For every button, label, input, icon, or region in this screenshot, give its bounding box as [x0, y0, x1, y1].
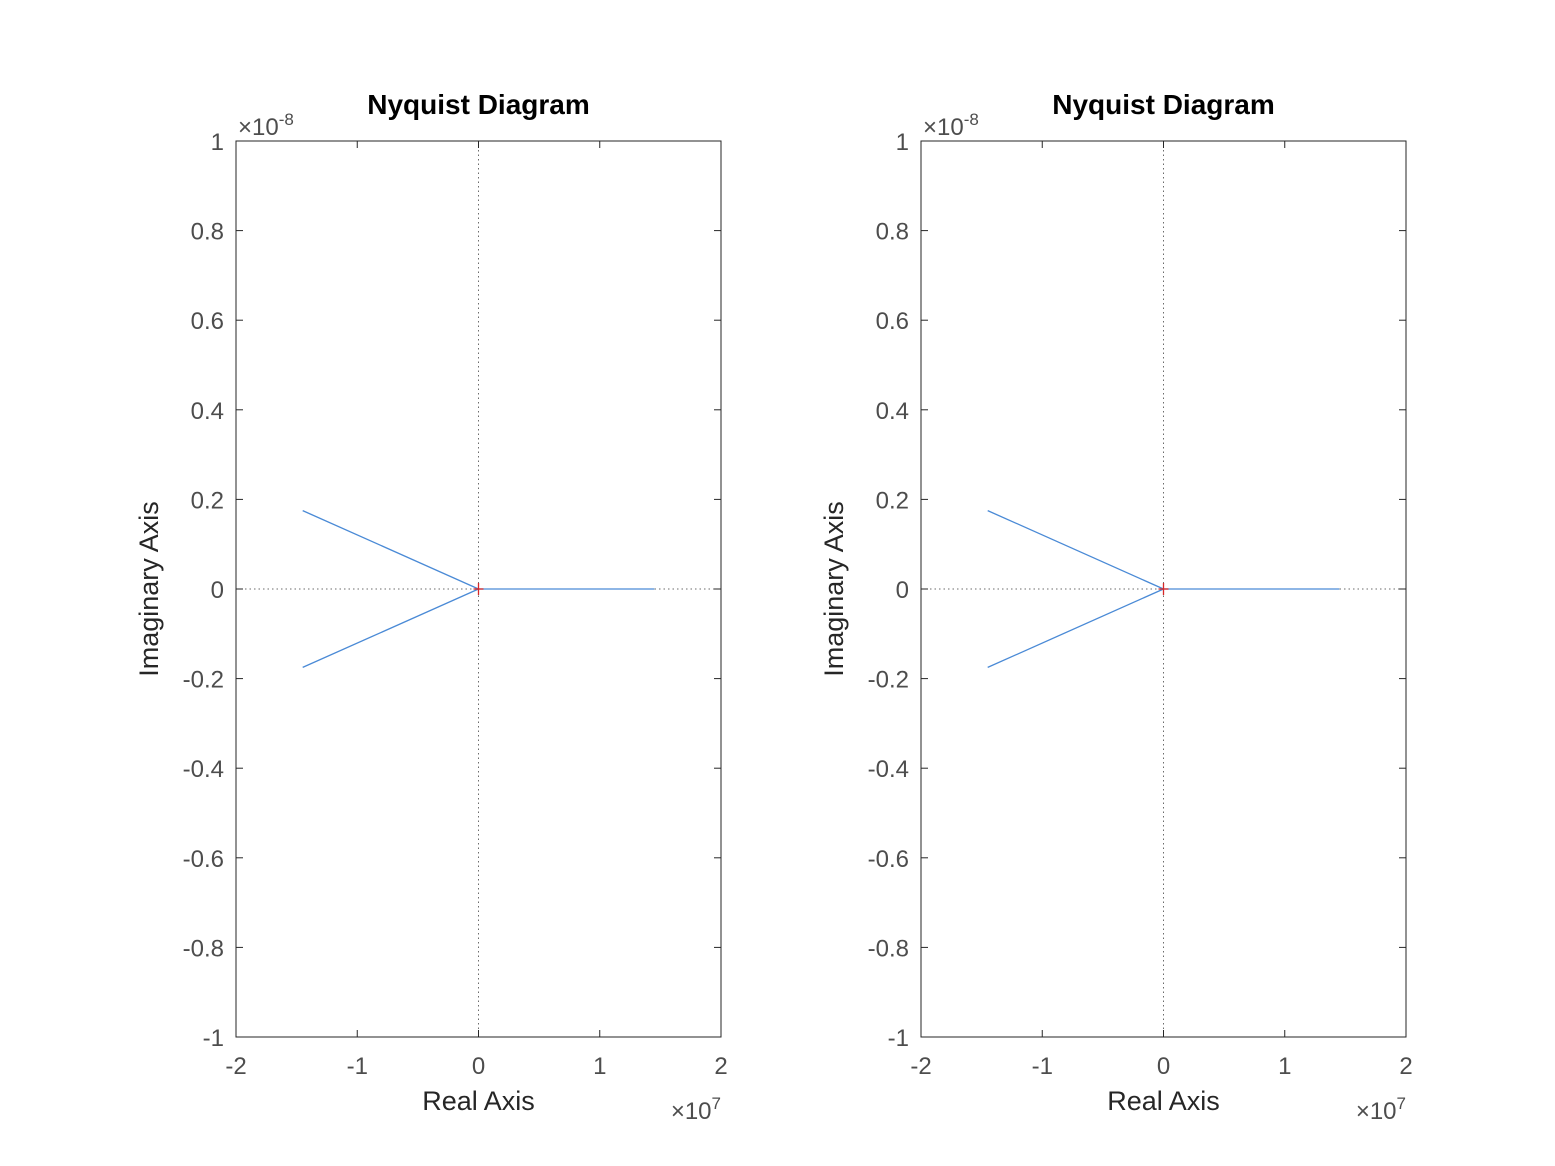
- chart-title: Nyquist Diagram: [367, 89, 590, 120]
- y-tick-label: -0.4: [183, 756, 224, 783]
- y-tick-label: -0.8: [183, 935, 224, 962]
- nyquist-series-line: [302, 510, 479, 590]
- y-tick-label: -0.6: [183, 846, 224, 873]
- nyquist-series-line: [987, 510, 1164, 590]
- subplot-2: -2 -1 0 1 2-1-0.8-0.6-0.4-0.200.20.40.60.81N…: [819, 89, 1413, 1125]
- y-exponent-label: ×10-8: [923, 110, 979, 141]
- y-tick-label: 0.6: [876, 308, 909, 335]
- y-tick-label: -0.2: [183, 667, 224, 694]
- x-tick-label: 1: [1278, 1053, 1291, 1080]
- y-tick-label: -0.2: [868, 667, 909, 694]
- y-tick-label: -1: [203, 1025, 224, 1052]
- x-tick-label: -2: [910, 1053, 931, 1080]
- y-tick-label: 0.4: [876, 398, 909, 425]
- y-tick-label: 1: [896, 129, 909, 156]
- x-exponent-label: ×107: [1356, 1094, 1406, 1125]
- y-axis-label: Imaginary Axis: [134, 501, 164, 677]
- x-axis-label: Real Axis: [422, 1086, 535, 1116]
- y-tick-label: -0.6: [868, 846, 909, 873]
- x-exponent-label: ×107: [671, 1094, 721, 1125]
- y-tick-label: 0.2: [876, 487, 909, 514]
- y-tick-label: 1: [211, 129, 224, 156]
- nyquist-series-line: [302, 588, 479, 668]
- x-tick-label: 0: [1157, 1053, 1170, 1080]
- x-exponent-power: 7: [712, 1094, 721, 1113]
- subplot-1: -2 -1 0 1 2-1-0.8-0.6-0.4-0.200.20.40.60.81N…: [134, 89, 728, 1125]
- y-axis-label: Imaginary Axis: [819, 501, 849, 677]
- y-tick-label: 0.8: [876, 219, 909, 246]
- y-tick-label: 0.6: [191, 308, 224, 335]
- x-tick-label: -1: [1032, 1053, 1053, 1080]
- y-exponent-power: -8: [964, 110, 979, 129]
- y-tick-label: 0.2: [191, 487, 224, 514]
- critical-point-marker: [473, 583, 484, 595]
- x-tick-label: -1: [347, 1053, 368, 1080]
- x-tick-label: 2: [714, 1053, 727, 1080]
- y-tick-label: 0.4: [191, 398, 224, 425]
- x-tick-label: 1: [593, 1053, 606, 1080]
- y-tick-label: -0.8: [868, 935, 909, 962]
- x-tick-label: 2: [1399, 1053, 1412, 1080]
- nyquist-series-line: [987, 588, 1164, 668]
- y-exponent-label: ×10-8: [238, 110, 294, 141]
- y-tick-label: 0.8: [191, 219, 224, 246]
- y-exponent-power: -8: [279, 110, 294, 129]
- x-axis-label: Real Axis: [1107, 1086, 1220, 1116]
- y-tick-label: 0: [211, 577, 224, 604]
- chart-title: Nyquist Diagram: [1052, 89, 1275, 120]
- y-tick-label: -0.4: [868, 756, 909, 783]
- x-exponent-power: 7: [1397, 1094, 1406, 1113]
- x-tick-label: 0: [472, 1053, 485, 1080]
- y-tick-label: -1: [888, 1025, 909, 1052]
- critical-point-marker: [1158, 583, 1169, 595]
- y-tick-label: 0: [896, 577, 909, 604]
- x-tick-label: -2: [225, 1053, 246, 1080]
